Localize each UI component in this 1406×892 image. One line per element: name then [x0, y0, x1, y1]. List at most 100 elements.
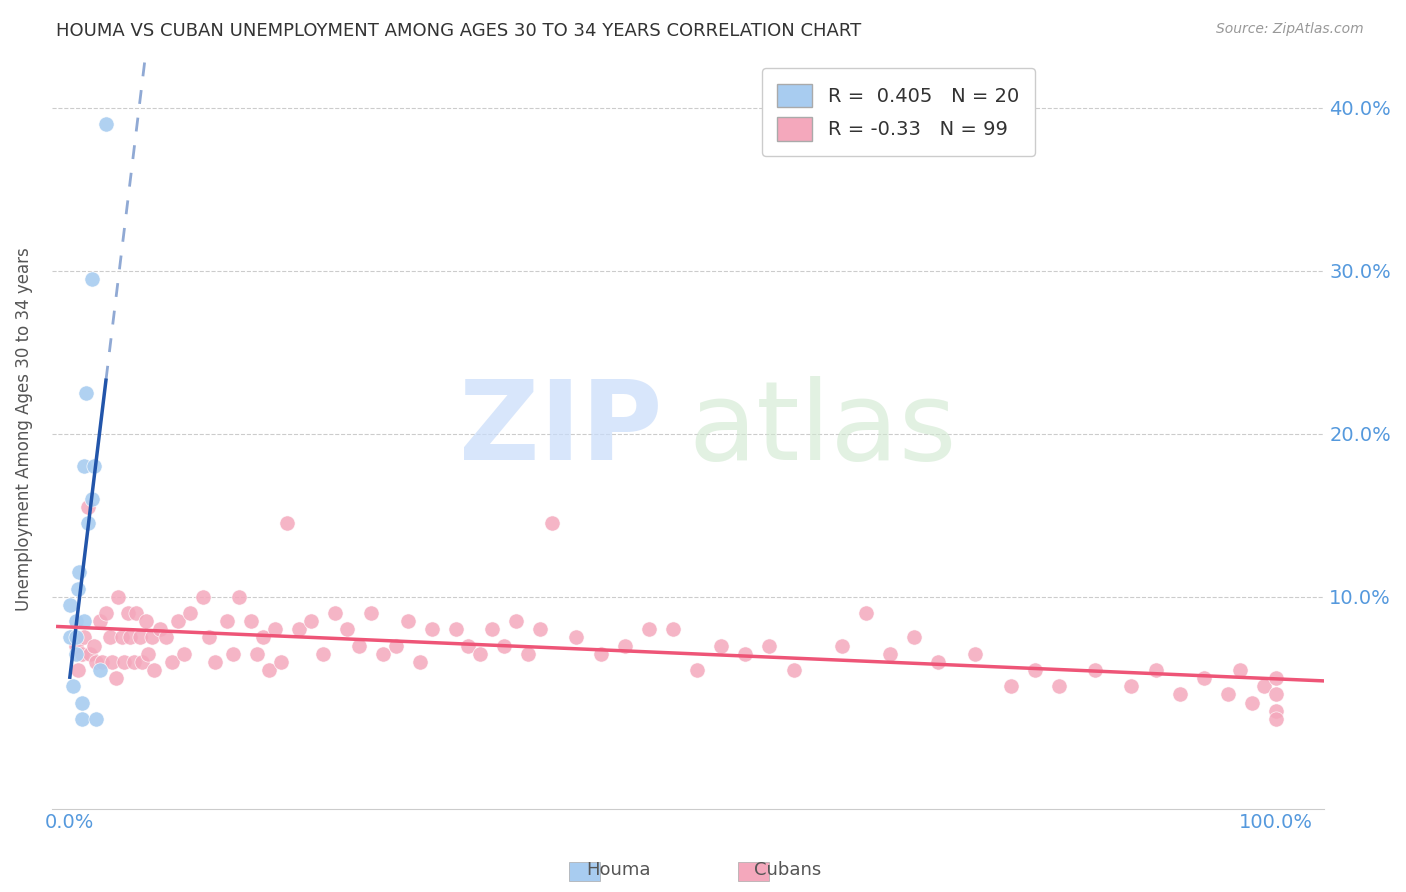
Point — [62, 679, 84, 693]
Point — [1265, 688, 1288, 702]
Point — [288, 622, 311, 636]
Point — [637, 622, 659, 636]
Point — [141, 631, 163, 645]
Point — [1168, 688, 1191, 702]
Point — [73, 614, 96, 628]
Point — [80, 272, 103, 286]
Point — [420, 622, 443, 636]
Text: Houma: Houma — [586, 861, 651, 879]
Point — [517, 647, 540, 661]
Point — [125, 606, 148, 620]
Point — [65, 614, 87, 628]
Text: Cubans: Cubans — [754, 861, 821, 879]
Point — [73, 631, 96, 645]
Point — [94, 117, 117, 131]
Point — [1192, 671, 1215, 685]
Point — [589, 647, 612, 661]
Point — [323, 606, 346, 620]
Point — [903, 631, 925, 645]
Point — [70, 712, 93, 726]
Point — [215, 614, 238, 628]
Point — [686, 663, 709, 677]
Point — [360, 606, 382, 620]
Point — [89, 663, 111, 677]
Point — [69, 565, 91, 579]
Point — [83, 459, 105, 474]
Point — [86, 712, 108, 726]
Point — [70, 647, 93, 661]
Point — [191, 590, 214, 604]
Point — [565, 631, 588, 645]
Point — [734, 647, 756, 661]
Point — [710, 639, 733, 653]
Point — [396, 614, 419, 628]
Point — [59, 598, 82, 612]
Point — [79, 647, 101, 661]
Point — [758, 639, 780, 653]
Point — [65, 631, 87, 645]
Point — [782, 663, 804, 677]
Point — [336, 622, 359, 636]
Point — [1240, 696, 1263, 710]
Point — [65, 647, 87, 661]
Point — [135, 614, 157, 628]
Point — [111, 631, 134, 645]
Point — [117, 606, 139, 620]
Point — [468, 647, 491, 661]
Point — [83, 639, 105, 653]
Point — [1229, 663, 1251, 677]
Point — [1253, 679, 1275, 693]
Point — [167, 614, 190, 628]
Point — [179, 606, 201, 620]
Point — [252, 631, 274, 645]
Point — [80, 491, 103, 506]
Point — [444, 622, 467, 636]
Point — [101, 655, 124, 669]
Point — [73, 459, 96, 474]
Y-axis label: Unemployment Among Ages 30 to 34 years: Unemployment Among Ages 30 to 34 years — [15, 248, 32, 612]
Point — [173, 647, 195, 661]
Point — [197, 631, 219, 645]
Point — [312, 647, 335, 661]
Point — [94, 606, 117, 620]
Point — [59, 631, 82, 645]
Point — [67, 663, 90, 677]
Point — [136, 647, 159, 661]
Point — [65, 639, 87, 653]
Point — [257, 663, 280, 677]
Point — [75, 386, 97, 401]
Point — [541, 516, 564, 531]
Point — [131, 655, 153, 669]
Text: atlas: atlas — [688, 376, 956, 483]
Point — [270, 655, 292, 669]
Legend: R =  0.405   N = 20, R = -0.33   N = 99: R = 0.405 N = 20, R = -0.33 N = 99 — [762, 68, 1035, 156]
Point — [855, 606, 877, 620]
Point — [1144, 663, 1167, 677]
Point — [122, 655, 145, 669]
Point — [831, 639, 853, 653]
Point — [143, 663, 166, 677]
Point — [77, 500, 100, 514]
Point — [120, 631, 142, 645]
Point — [529, 622, 551, 636]
Point — [879, 647, 901, 661]
Point — [149, 622, 172, 636]
Point — [1265, 712, 1288, 726]
Point — [457, 639, 479, 653]
Point — [128, 631, 150, 645]
Point — [222, 647, 245, 661]
Point — [408, 655, 430, 669]
Point — [1265, 671, 1288, 685]
Point — [384, 639, 406, 653]
Point — [927, 655, 949, 669]
Point — [228, 590, 250, 604]
Point — [70, 696, 93, 710]
Point — [373, 647, 395, 661]
Point — [204, 655, 226, 669]
Point — [246, 647, 269, 661]
Point — [1265, 704, 1288, 718]
Point — [1084, 663, 1107, 677]
Point — [264, 622, 287, 636]
Point — [613, 639, 636, 653]
Text: ZIP: ZIP — [460, 376, 662, 483]
